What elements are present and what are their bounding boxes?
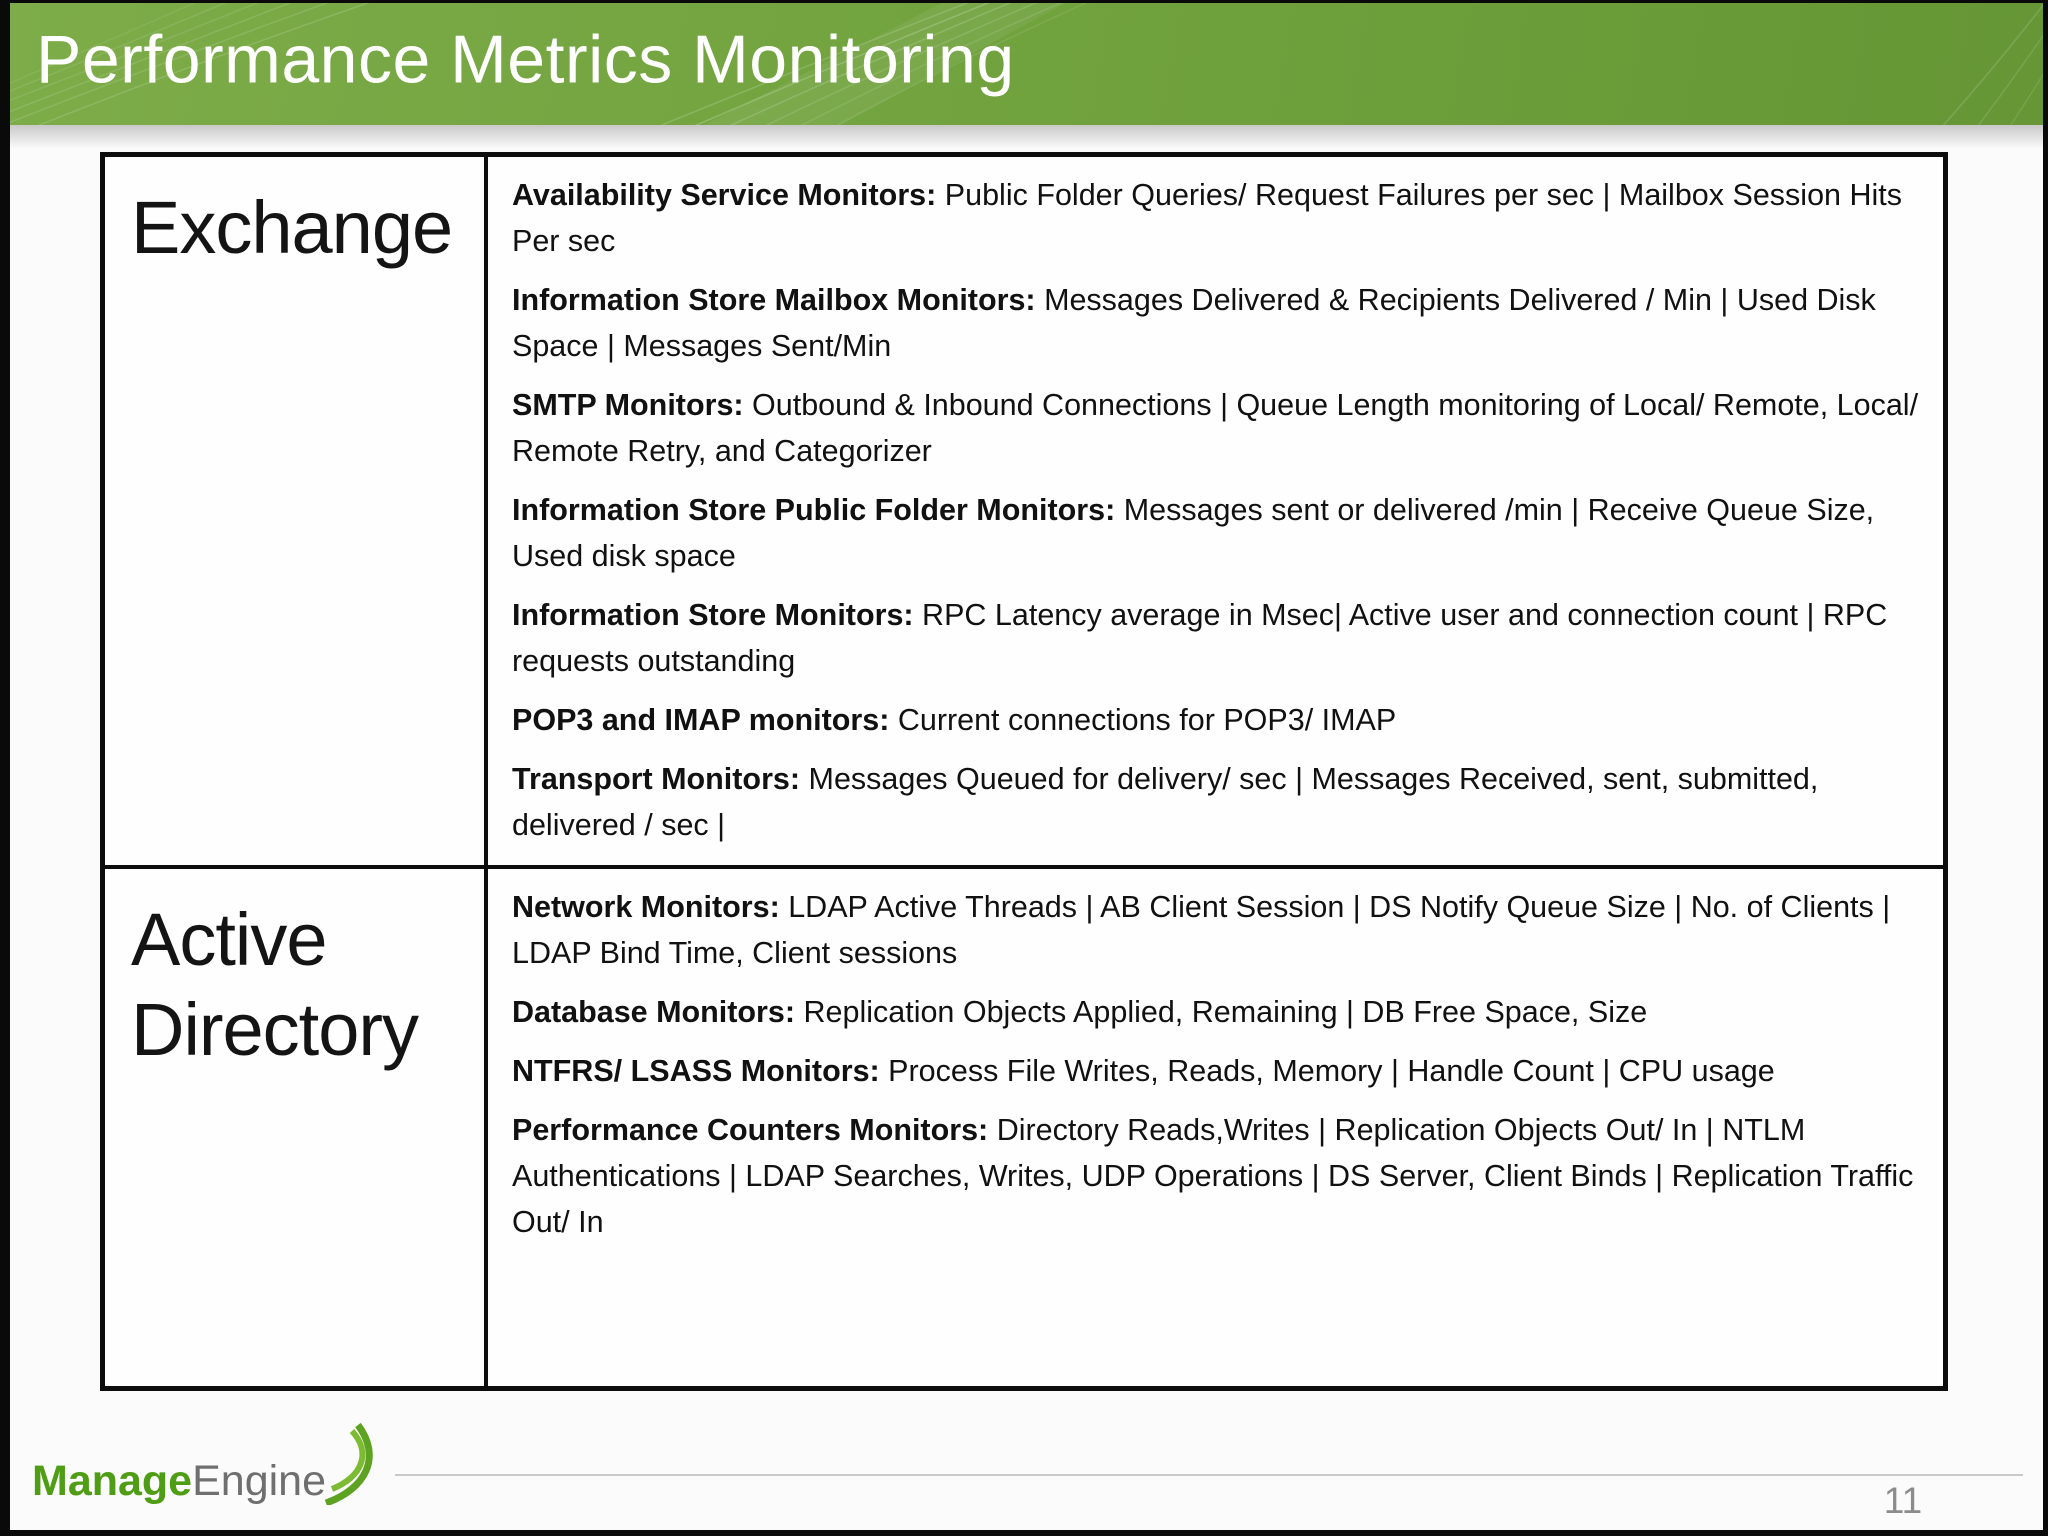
metric-item: Database Monitors: Replication Objects A… xyxy=(512,989,1921,1035)
metric-item: SMTP Monitors: Outbound & Inbound Connec… xyxy=(512,382,1921,474)
metric-text: Messages Delivered & Recipients Delivere… xyxy=(512,283,1876,363)
metric-label: Information Store Monitors: xyxy=(512,598,914,632)
metric-label: Network Monitors: xyxy=(512,890,780,924)
banner-swoosh-decoration xyxy=(10,3,2043,125)
metric-label: POP3 and IMAP monitors: xyxy=(512,703,890,737)
metric-label: Information Store Public Folder Monitors… xyxy=(512,493,1116,527)
metric-text: Replication Objects Applied, Remaining |… xyxy=(795,995,1648,1029)
metric-label: Database Monitors: xyxy=(512,995,796,1029)
metric-label: Transport Monitors: xyxy=(512,762,801,796)
logo-text-manage: Manage xyxy=(32,1457,193,1505)
metric-text: Messages sent or delivered /min | Receiv… xyxy=(512,493,1875,573)
category-cell-exchange: Exchange xyxy=(105,157,488,865)
active-directory-items-cell: Network Monitors: LDAP Active Threads | … xyxy=(488,869,1943,1386)
exchange-items-cell: Availability Service Monitors: Public Fo… xyxy=(488,157,1943,865)
metric-item: Information Store Mailbox Monitors: Mess… xyxy=(512,277,1921,369)
metric-label: Performance Counters Monitors: xyxy=(512,1113,989,1147)
logo-text-engine: Engine xyxy=(192,1457,327,1505)
category-cell-active-directory: Active Directory xyxy=(105,869,488,1386)
metric-label: Availability Service Monitors: xyxy=(512,178,937,212)
page-number: 11 xyxy=(1883,1480,1923,1521)
footer-divider-line xyxy=(395,1474,2023,1476)
metric-item: Information Store Monitors: RPC Latency … xyxy=(512,592,1921,684)
metric-text: Directory Reads,Writes | Replication Obj… xyxy=(512,1113,1914,1239)
metric-text: Public Folder Queries/ Request Failures … xyxy=(512,178,1902,258)
title-banner: Performance Metrics Monitoring xyxy=(10,3,2043,125)
banner-drop-shadow xyxy=(10,125,2043,149)
metric-text: Messages Queued for delivery/ sec | Mess… xyxy=(512,762,1819,842)
table-row-exchange: Exchange Availability Service Monitors: … xyxy=(105,157,1943,869)
metric-item: Transport Monitors: Messages Queued for … xyxy=(512,756,1921,848)
slide-title: Performance Metrics Monitoring xyxy=(36,21,1015,98)
metric-text: LDAP Active Threads | AB Client Session … xyxy=(512,890,1891,970)
metric-item: Information Store Public Folder Monitors… xyxy=(512,487,1921,579)
logo-swoosh-icon xyxy=(324,1422,373,1505)
metric-text: Process File Writes, Reads, Memory | Han… xyxy=(879,1054,1775,1088)
metric-item: NTFRS/ LSASS Monitors: Process File Writ… xyxy=(512,1048,1921,1094)
metric-text: Outbound & Inbound Connections | Queue L… xyxy=(512,388,1919,468)
metric-text: Current connections for POP3/ IMAP xyxy=(889,703,1397,737)
metric-label: Information Store Mailbox Monitors: xyxy=(512,283,1036,317)
manageengine-logo: Manage Engine xyxy=(32,1422,390,1507)
metric-item: Availability Service Monitors: Public Fo… xyxy=(512,172,1921,264)
metric-item: Network Monitors: LDAP Active Threads | … xyxy=(512,884,1921,976)
table-row-active-directory: Active Directory Network Monitors: LDAP … xyxy=(105,869,1943,1386)
metric-item: POP3 and IMAP monitors: Current connecti… xyxy=(512,697,1921,743)
slide: Performance Metrics Monitoring Exchange … xyxy=(10,3,2043,1530)
metric-label: SMTP Monitors: xyxy=(512,388,744,422)
metrics-table: Exchange Availability Service Monitors: … xyxy=(100,152,1948,1391)
metric-text: RPC Latency average in Msec| Active user… xyxy=(512,598,1888,678)
metric-label: NTFRS/ LSASS Monitors: xyxy=(512,1054,880,1088)
metric-item: Performance Counters Monitors: Directory… xyxy=(512,1107,1921,1245)
